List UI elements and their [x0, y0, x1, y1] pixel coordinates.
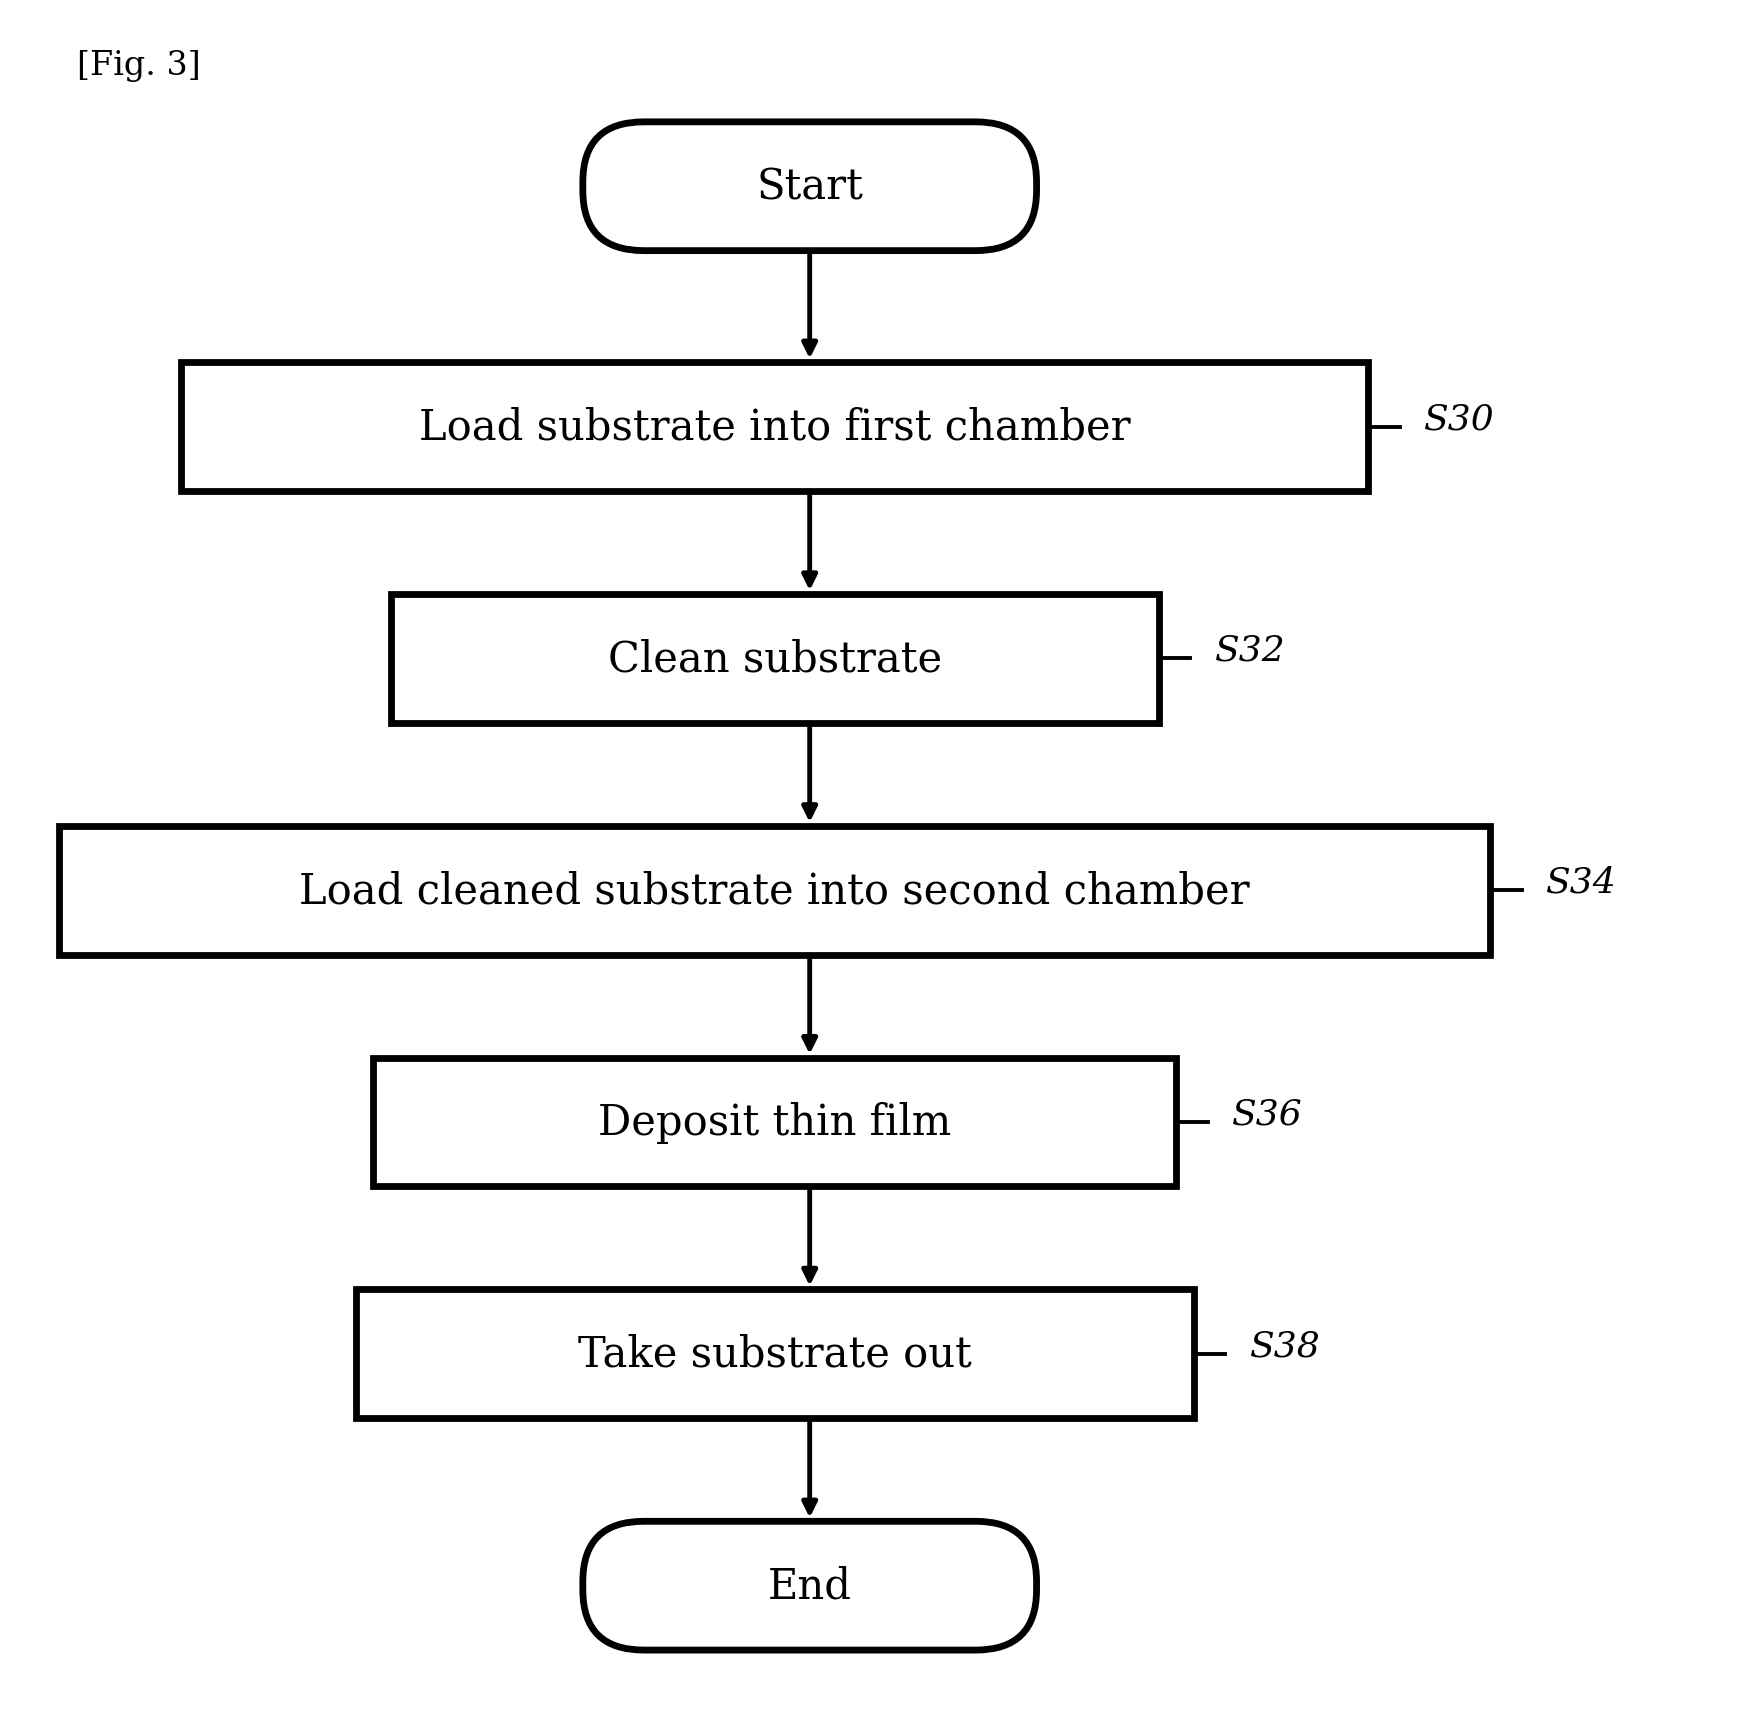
Bar	[390, 595, 1159, 723]
Bar	[355, 1291, 1194, 1419]
Text: End: End	[767, 1564, 851, 1607]
Text: Start: Start	[756, 166, 864, 208]
Text: Take substrate out: Take substrate out	[579, 1334, 971, 1375]
Text: S32: S32	[1214, 633, 1286, 668]
Text: [Fig. 3]: [Fig. 3]	[77, 50, 201, 81]
Bar	[181, 363, 1369, 491]
Text: S38: S38	[1249, 1329, 1321, 1363]
Text: S30: S30	[1425, 401, 1495, 436]
Text: Load substrate into first chamber: Load substrate into first chamber	[419, 407, 1131, 448]
Text: Load cleaned substrate into second chamber: Load cleaned substrate into second chamb…	[299, 870, 1251, 912]
Text: Clean substrate: Clean substrate	[607, 638, 941, 680]
Text: Deposit thin film: Deposit thin film	[598, 1102, 952, 1144]
Bar	[373, 1059, 1177, 1187]
Text: S34: S34	[1546, 865, 1617, 900]
Text: S36: S36	[1231, 1097, 1303, 1131]
Bar	[60, 827, 1490, 955]
FancyBboxPatch shape	[582, 123, 1036, 251]
FancyBboxPatch shape	[582, 1521, 1036, 1650]
